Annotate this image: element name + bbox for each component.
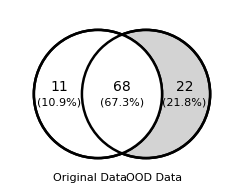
Text: (10.9%): (10.9%)	[37, 97, 81, 107]
Text: 11: 11	[51, 80, 68, 94]
Text: Original Data: Original Data	[53, 173, 127, 183]
Text: (67.3%): (67.3%)	[100, 97, 144, 107]
Text: (21.8%): (21.8%)	[163, 97, 207, 107]
Circle shape	[82, 30, 210, 158]
Text: 22: 22	[176, 80, 193, 94]
Circle shape	[34, 30, 162, 158]
Text: OOD Data: OOD Data	[126, 173, 182, 183]
Circle shape	[82, 30, 210, 158]
Text: 68: 68	[113, 80, 131, 94]
